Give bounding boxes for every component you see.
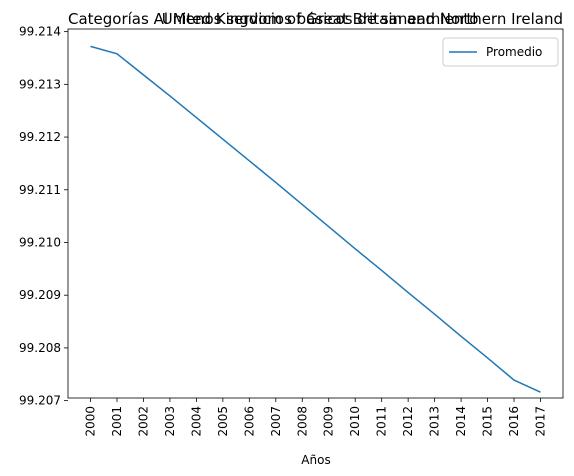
x-tick-label: 2005: [216, 406, 230, 437]
x-tick-label: 2011: [375, 406, 389, 437]
x-tick-label: 2006: [242, 406, 256, 437]
x-tick-label: 2015: [481, 406, 495, 437]
plot-border: [67, 28, 564, 399]
legend-entry: Promedio: [486, 45, 542, 59]
x-tick-label: 2000: [84, 406, 98, 437]
x-tick-label: 2009: [322, 406, 336, 437]
x-tick-label: 2014: [454, 406, 468, 437]
x-tick-label: 2010: [348, 406, 362, 437]
y-tick-label: 99.208: [19, 341, 61, 355]
x-tick-label: 2007: [269, 406, 283, 437]
chart-title-left: Categorías Al Menos servicios básicos de…: [68, 10, 478, 28]
plot-area: [67, 28, 564, 399]
y-tick-label: 99.213: [19, 77, 61, 91]
x-tick-label: 2017: [534, 406, 548, 437]
y-tick-label: 99.210: [19, 235, 61, 249]
series-line: [90, 45, 541, 393]
y-tick-label: 99.209: [19, 288, 61, 302]
x-tick-label: 2016: [507, 406, 521, 437]
x-tick-label: 2012: [401, 406, 415, 437]
x-tick-label: 2001: [110, 406, 124, 437]
legend: Promedio: [442, 37, 559, 67]
x-tick-label: 2008: [295, 406, 309, 437]
x-tick-label: 2004: [189, 406, 203, 437]
x-axis: 2000 2001 2002 2003 2004 2005 2006 2007 2008 2009…: [84, 398, 548, 437]
legend-box: [442, 37, 559, 67]
x-tick-label: 2013: [428, 406, 442, 437]
y-tick-label: 99.207: [19, 394, 61, 408]
series-lines: [90, 45, 541, 393]
y-tick-label: 99.211: [19, 183, 61, 197]
y-tick-label: 99.214: [19, 25, 61, 39]
x-axis-label: Años: [301, 453, 330, 467]
chart-title-right: United Kingdom of Great Britain and Nort…: [162, 10, 563, 28]
x-tick-label: 2003: [163, 406, 177, 437]
y-tick-label: 99.212: [19, 130, 61, 144]
y-axis: 99.207 99.208 99.209 99.210 99.211 99.212 99.2…: [19, 25, 68, 408]
x-tick-label: 2002: [136, 406, 150, 437]
